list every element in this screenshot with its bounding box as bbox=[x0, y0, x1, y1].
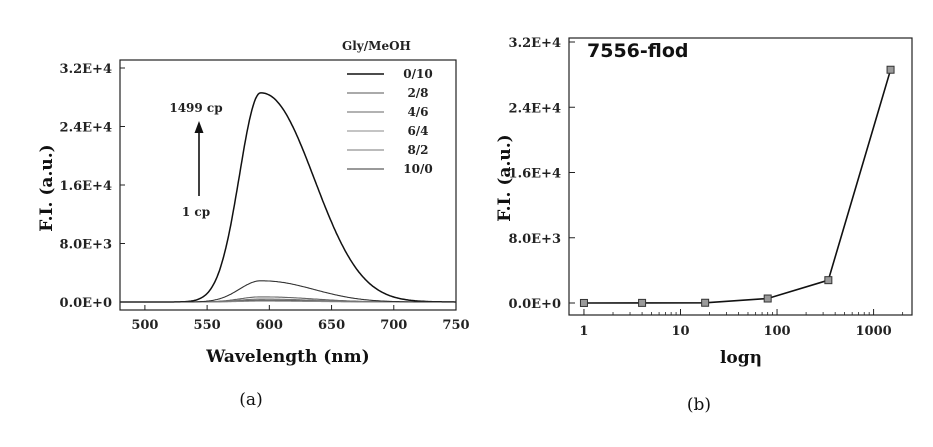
series-line-10-0 bbox=[120, 280, 456, 303]
panel-a-y-axis-label: F.I. (a.u.) bbox=[37, 144, 57, 231]
panel-b-axes: 1 10 100 1000 0.0E+0 8.0E+3 1.6E+4 2.4E+4 3.2E+4 bbox=[509, 36, 904, 339]
panel-a-x-tick-label: 550 bbox=[194, 318, 221, 333]
panel-a-series bbox=[120, 92, 456, 303]
legend-label: 4/6 bbox=[407, 105, 428, 119]
series-line-0-10 bbox=[120, 92, 456, 303]
legend-title: Gly/MeOH bbox=[342, 39, 411, 53]
annotation-bottom: 1 cp bbox=[182, 205, 210, 219]
panel-a-y-tick-label: 1.6E+4 bbox=[60, 179, 112, 194]
panel-b-frame bbox=[568, 37, 913, 316]
panel-a-x-axis-label: Wavelength (nm) bbox=[205, 347, 369, 367]
panel-b-x-tick-label: 100 bbox=[763, 324, 790, 339]
legend-label: 10/0 bbox=[403, 162, 432, 176]
panel-a-x-tick-label: 750 bbox=[442, 318, 469, 333]
panel-a-axes: 500 550 600 650 700 750 0.0E+0 8.0E+3 1.6E+4 2.4E… bbox=[60, 62, 470, 333]
panel-a-caption: (a) bbox=[239, 390, 262, 410]
panel-b-data-point bbox=[886, 65, 895, 74]
panel-b-y-tick-label: 2.4E+4 bbox=[509, 101, 561, 116]
panel-a-y-tick-label: 0.0E+0 bbox=[60, 296, 112, 311]
panel-b: 1 10 100 1000 0.0E+0 8.0E+3 1.6E+4 2.4E+4 3.2E+4… bbox=[495, 36, 913, 415]
legend-label: 2/8 bbox=[407, 86, 428, 100]
panel-b-data-point bbox=[824, 276, 833, 285]
panel-b-y-tick-label: 0.0E+0 bbox=[509, 297, 561, 312]
panel-a-y-tick-label: 8.0E+3 bbox=[60, 238, 112, 253]
legend-label: 6/4 bbox=[407, 124, 428, 138]
panel-a: 500 550 600 650 700 750 0.0E+0 8.0E+3 1.6E+4 2.4E… bbox=[37, 39, 470, 410]
panel-a-x-tick-label: 700 bbox=[380, 318, 407, 333]
annotation-arrowhead bbox=[194, 121, 204, 133]
panel-b-y-axis-label: F.I. (a.u.) bbox=[495, 134, 515, 221]
panel-a-x-tick-label: 600 bbox=[256, 318, 283, 333]
panel-b-y-tick-label: 1.6E+4 bbox=[509, 167, 561, 182]
panel-b-series bbox=[579, 65, 895, 307]
panel-a-y-tick-label: 2.4E+4 bbox=[60, 121, 112, 136]
panel-b-x-tick-label: 1000 bbox=[855, 324, 891, 339]
panel-b-y-tick-label: 8.0E+3 bbox=[509, 232, 561, 247]
panel-b-data-point bbox=[638, 298, 647, 307]
panel-b-series-line bbox=[583, 69, 892, 304]
panel-a-x-tick-label: 650 bbox=[318, 318, 345, 333]
legend: 0/10 2/8 4/6 6/4 8/2 10/0 bbox=[347, 67, 433, 176]
panel-b-x-tick-label: 1 bbox=[579, 324, 588, 339]
legend-label: 8/2 bbox=[407, 143, 428, 157]
panel-b-x-tick-label: 10 bbox=[671, 324, 689, 339]
annotation-top: 1499 cp bbox=[169, 101, 222, 115]
panel-a-y-tick-label: 3.2E+4 bbox=[60, 62, 112, 77]
panel-b-caption: (b) bbox=[687, 395, 711, 415]
panel-b-x-axis-label: logη bbox=[720, 348, 762, 368]
panel-a-frame bbox=[119, 59, 457, 311]
panel-b-title: 7556-flod bbox=[587, 40, 689, 62]
panel-b-y-tick-label: 3.2E+4 bbox=[509, 36, 561, 51]
panel-b-data-point bbox=[579, 298, 588, 307]
panel-b-data-point bbox=[701, 298, 710, 307]
legend-label: 0/10 bbox=[403, 67, 432, 81]
panel-b-data-point bbox=[763, 294, 772, 303]
panel-a-x-tick-label: 500 bbox=[131, 318, 158, 333]
